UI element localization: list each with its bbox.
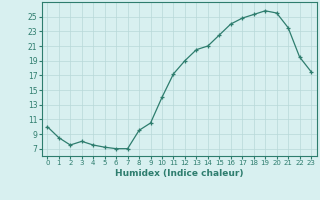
X-axis label: Humidex (Indice chaleur): Humidex (Indice chaleur) — [115, 169, 244, 178]
